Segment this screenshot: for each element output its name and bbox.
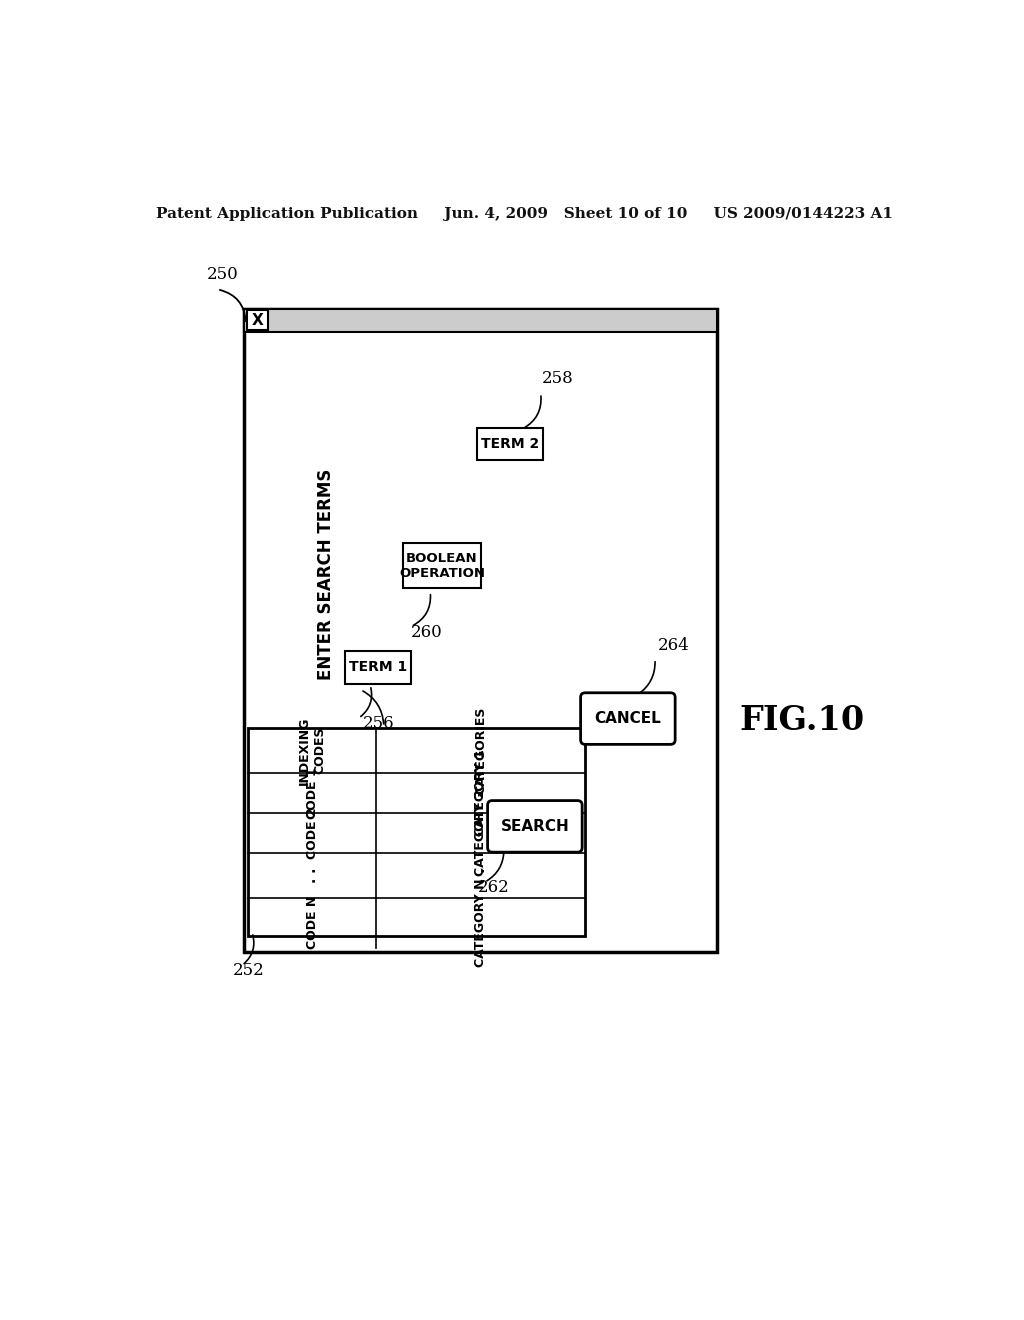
Text: X: X xyxy=(252,313,263,327)
Text: CODE 2: CODE 2 xyxy=(305,807,318,859)
Bar xyxy=(245,309,717,952)
Text: . .: . . xyxy=(474,867,487,883)
Text: CATEGORIES: CATEGORIES xyxy=(474,706,487,795)
Text: 262: 262 xyxy=(478,879,510,896)
Bar xyxy=(248,729,586,936)
Text: 256: 256 xyxy=(362,715,394,733)
Bar xyxy=(245,309,717,331)
Text: CANCEL: CANCEL xyxy=(595,711,662,726)
Text: 252: 252 xyxy=(232,961,264,978)
Text: CATEGORY N: CATEGORY N xyxy=(474,878,487,966)
Text: TERM 1: TERM 1 xyxy=(349,660,408,675)
Bar xyxy=(248,310,267,330)
Text: SEARCH: SEARCH xyxy=(501,818,569,834)
Bar xyxy=(403,544,480,589)
Bar xyxy=(477,428,543,461)
Text: 258: 258 xyxy=(543,370,574,387)
Text: BOOLEAN: BOOLEAN xyxy=(407,552,477,565)
Bar xyxy=(345,651,411,684)
FancyBboxPatch shape xyxy=(487,800,583,853)
Text: Patent Application Publication     Jun. 4, 2009   Sheet 10 of 10     US 2009/014: Patent Application Publication Jun. 4, 2… xyxy=(157,207,893,220)
Text: CODE N: CODE N xyxy=(305,896,318,949)
Text: 250: 250 xyxy=(207,267,239,284)
FancyBboxPatch shape xyxy=(581,693,675,744)
Text: . .: . . xyxy=(305,867,319,883)
Text: CODE 1: CODE 1 xyxy=(305,767,318,818)
Text: OPERATION: OPERATION xyxy=(399,566,485,579)
Text: CATEGORY 2: CATEGORY 2 xyxy=(474,789,487,876)
Text: TERM 2: TERM 2 xyxy=(480,437,539,451)
Text: FIG.10: FIG.10 xyxy=(739,704,865,737)
Text: 264: 264 xyxy=(657,636,689,653)
Text: 254: 254 xyxy=(365,665,396,682)
Text: CATEGORY 1: CATEGORY 1 xyxy=(474,750,487,837)
Text: 260: 260 xyxy=(411,623,442,640)
Text: INDEXING
CODES: INDEXING CODES xyxy=(298,717,326,784)
Text: ENTER SEARCH TERMS: ENTER SEARCH TERMS xyxy=(316,469,335,680)
